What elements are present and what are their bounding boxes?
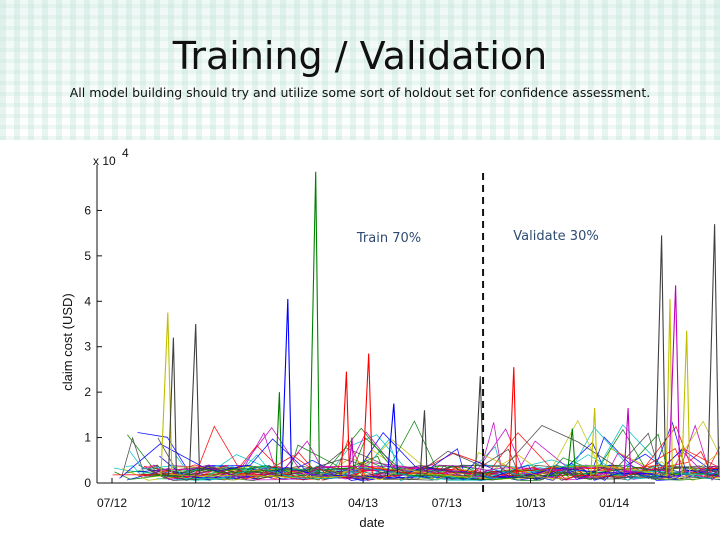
spike-mark: [160, 312, 173, 477]
y-axis-label: claim cost (USD): [60, 293, 75, 391]
claim-cost-chart: 0 1 2 3 4 5 6 07/12 10/12 01/13 04/13 07/13 10/13 01…: [60, 146, 720, 530]
series-line: [112, 425, 720, 481]
spike-mark: [681, 330, 691, 477]
spike-mark: [340, 371, 351, 477]
x-tick-label: 01/13: [264, 496, 294, 510]
validate-annotation: Validate 30%: [513, 229, 598, 244]
spike-mark: [275, 392, 283, 477]
series-line: [168, 419, 720, 481]
x-axis-label: date: [359, 515, 384, 530]
spike-mark: [654, 235, 667, 477]
y-tick-label: 5: [84, 249, 91, 263]
spike-mark: [623, 407, 632, 477]
series-line: [141, 437, 720, 480]
series-lines: [112, 419, 720, 482]
x-tick-label: 10/12: [181, 496, 211, 510]
spike-mark: [188, 323, 201, 477]
x-tick-label: 07/12: [97, 496, 127, 510]
spike-mark: [308, 171, 320, 477]
y-multiplier-exponent: 4: [122, 146, 129, 160]
series-line: [129, 427, 720, 481]
spike-mark: [167, 337, 177, 477]
spike-mark: [281, 298, 293, 477]
spike-mark: [707, 224, 720, 477]
x-ticks: 07/12 10/12 01/13 04/13 07/13 10/13 01/14: [97, 478, 630, 510]
y-tick-label: 0: [84, 476, 91, 490]
y-tick-label: 6: [84, 203, 91, 217]
y-multiplier: x 10: [93, 154, 116, 168]
series-line: [147, 425, 720, 481]
train-annotation: Train 70%: [356, 231, 421, 246]
slide-subtitle: All model building should try and utiliz…: [69, 85, 651, 100]
spike-mark: [508, 367, 518, 477]
y-ticks: 0 1 2 3 4 5 6: [84, 203, 102, 490]
series-line: [148, 464, 720, 481]
x-tick-label: 04/13: [348, 496, 378, 510]
y-tick-label: 3: [84, 340, 91, 354]
x-tick-label: 10/13: [515, 496, 545, 510]
slide-title: Training / Validation: [172, 34, 548, 78]
spike-mark: [348, 437, 355, 477]
spike-mark: [668, 285, 681, 477]
series-line: [138, 458, 720, 480]
spike-mark: [590, 407, 598, 477]
x-tick-label: 01/14: [599, 496, 629, 510]
y-tick-label: 4: [84, 294, 91, 308]
header-background: [0, 0, 720, 140]
series-line: [149, 451, 720, 481]
spike-mark: [419, 410, 428, 477]
spike-mark: [566, 428, 577, 477]
y-tick-label: 2: [84, 385, 91, 399]
spike-mark: [386, 403, 399, 477]
axes: [96, 165, 655, 484]
spike-mark: [362, 353, 373, 477]
series-line: [156, 454, 720, 481]
x-tick-label: 07/13: [432, 496, 462, 510]
series-spikes: [160, 171, 720, 477]
spike-mark: [665, 298, 673, 477]
y-tick-label: 1: [84, 431, 91, 445]
